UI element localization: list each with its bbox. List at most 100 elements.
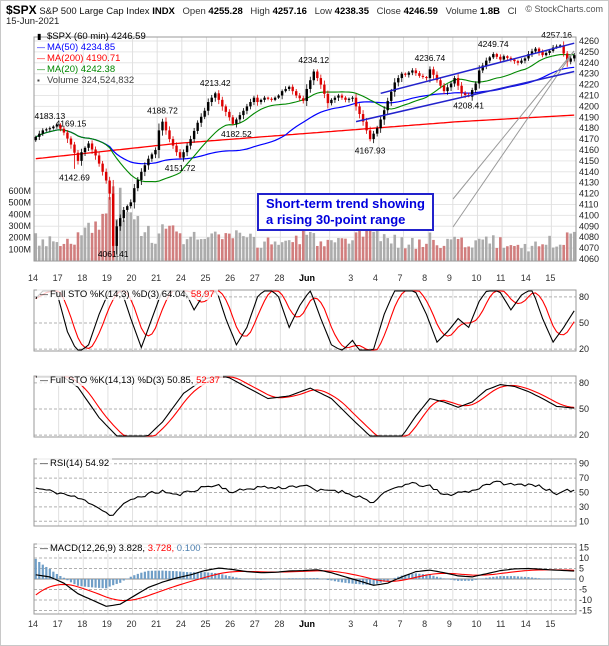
rsi-value: 54.92 — [85, 458, 110, 469]
high-value: 4257.16 — [272, 6, 307, 17]
x-axis-label: 17 — [52, 273, 63, 283]
price-tick-label: 4120 — [579, 189, 599, 199]
ma20-line-icon: — — [37, 65, 45, 74]
price-tick-label: 4260 — [579, 36, 599, 46]
price-tick-label: 4200 — [579, 101, 599, 111]
close-value: 4246.59 — [403, 6, 438, 17]
volume-icon: ▪ — [37, 76, 40, 85]
osc-tick-label: 80 — [579, 292, 589, 302]
price-annotation-label: 4249.74 — [478, 39, 509, 49]
symbol: $SPX — [6, 3, 37, 17]
x-axis-label: 27 — [249, 619, 260, 629]
sto-fast-svg: 80 50 20 — [33, 289, 589, 354]
osc-tick-label: 15 — [579, 543, 589, 553]
macd-signal-value: 3.728, — [147, 543, 175, 554]
volume-tick-label: 100M — [8, 244, 31, 254]
x-axis-label: 11 — [496, 619, 506, 629]
x-axis-label: 20 — [126, 273, 137, 283]
chg-label: Chg — [507, 6, 516, 17]
annotation-line-1: Short-term trend showing — [266, 196, 425, 211]
sto-slow-icon: — — [40, 376, 48, 385]
x-axis-label: 7 — [397, 619, 403, 629]
x-axis-label: 20 — [126, 619, 137, 629]
x-axis-label: 18 — [77, 619, 88, 629]
sto-slow-k-value: 50.85, — [167, 375, 194, 386]
x-axis-label: 26 — [225, 273, 236, 283]
sto-slow-svg: 80 50 20 — [33, 375, 589, 440]
quote-line: $SPX S&P 500 Large Cap Index INDX Open 4… — [6, 3, 516, 17]
rsi-svg: 90 70 50 30 10 — [33, 458, 589, 527]
x-axis-label: 15 — [545, 619, 556, 629]
price-tick-label: 4240 — [579, 58, 599, 68]
macd-value: 3.828, — [118, 543, 146, 554]
macd-hist-value: 0.100 — [176, 543, 201, 554]
sto-k-line — [35, 289, 575, 351]
price-annotation-label: 4188.72 — [147, 105, 178, 115]
x-axis-label: 26 — [225, 619, 236, 629]
sto-slow-panel: 80 50 20 — Full STO %K(14,13) %D(3) 50.85, … — [1, 373, 608, 440]
osc-tick-label: 50 — [579, 404, 589, 414]
sto-fast-d-value: 58.97 — [190, 289, 215, 300]
sto-slow-d-value: 52.37 — [196, 375, 220, 386]
sto-fast-icon: — — [40, 290, 48, 299]
price-annotation-label: 4236.74 — [415, 53, 446, 63]
osc-tick-label: 20 — [579, 430, 589, 440]
x-axis-label: 4 — [372, 273, 378, 283]
price-tick-label: 4100 — [579, 210, 599, 220]
x-axis-label: 19 — [101, 273, 112, 283]
plot-border — [33, 458, 577, 527]
annotation-pointer-line — [452, 50, 575, 228]
x-axis-label: 14 — [520, 619, 531, 629]
volume-tick-label: 600M — [8, 186, 31, 196]
price-annotation-label: 4208.41 — [453, 101, 484, 111]
price-tick-label: 4060 — [579, 254, 599, 264]
chart-date: 15-Jun-2021 — [6, 16, 60, 27]
osc-tick-label: -15 — [579, 606, 592, 616]
legend-volume: Volume 324,524,832 — [47, 75, 135, 86]
volume-series — [34, 186, 576, 261]
x-axis-bottom: 14 17 18 19 20 21 24 25 26 27 28 Jun 3 4 7 8 9 10 11 14 15 — [1, 617, 608, 633]
price-tick-label: 4090 — [579, 221, 599, 231]
x-axis-label: 24 — [175, 273, 186, 283]
x-axis-label: 11 — [496, 273, 506, 283]
price-tick-label: 4230 — [579, 69, 599, 79]
price-tick-label: 4180 — [579, 123, 599, 133]
price-tick-label: 4160 — [579, 145, 599, 155]
volume-label: Volume — [445, 6, 478, 17]
price-tick-label: 4170 — [579, 134, 599, 144]
legend-price: $SPX (60 min) 4246.59 — [47, 31, 146, 42]
x-axis-label: 24 — [175, 619, 186, 629]
price-tick-label: 4130 — [579, 178, 599, 188]
price-tick-label: 4110 — [579, 200, 598, 210]
macd-panel: 15 10 5 0 -5 -10 -15 — MACD(12,26,9) 3.828, 3.7… — [1, 541, 608, 617]
legend-ma20: MA(20) 4242.38 — [47, 64, 116, 75]
x-axis-label: 19 — [101, 619, 112, 629]
volume-tick-label: 500M — [8, 198, 31, 208]
close-label: Close — [376, 6, 401, 17]
x-axis-label: 15 — [545, 273, 556, 283]
price-annotation-label: 4142.69 — [59, 173, 90, 183]
sto-fast-panel: 80 50 20 — Full STO %K(14,3) %D(3) 64.04, 5… — [1, 287, 608, 354]
low-value: 4238.35 — [334, 6, 369, 17]
price-annotation-label: 4257.16 — [541, 30, 572, 40]
x-axis-label: 25 — [200, 273, 211, 283]
x-axis-label: 9 — [446, 619, 452, 629]
rsi-panel: 90 70 50 30 10 — RSI(14) 54.92 — [1, 456, 608, 529]
price-annotation-label: 4167.93 — [355, 145, 386, 155]
volume-value: 1.8B — [479, 6, 500, 17]
plot-border — [33, 289, 577, 352]
price-annotation-label: 4234.12 — [298, 55, 329, 65]
chart-header: $SPX S&P 500 Large Cap Index INDX Open 4… — [1, 1, 608, 29]
osc-tick-label: 30 — [579, 502, 589, 512]
plot-border — [33, 36, 577, 262]
sto-fast-legend: — Full STO %K(14,3) %D(3) 64.04, 58.97 — [37, 289, 218, 300]
x-axis-label: 4 — [372, 619, 378, 629]
sto-k-line — [35, 376, 575, 437]
main-price-panel: 4183.13 4169.15 4142.69 4061.41 4188.72 4151.… — [1, 29, 608, 271]
open-label: Open — [182, 6, 206, 17]
price-tick-label: 4080 — [579, 232, 599, 242]
copyright: © StockCharts.com — [525, 4, 603, 14]
osc-tick-label: 10 — [579, 553, 589, 563]
osc-tick-label: -5 — [579, 585, 587, 595]
price-annotation-label: 4169.15 — [56, 118, 87, 128]
